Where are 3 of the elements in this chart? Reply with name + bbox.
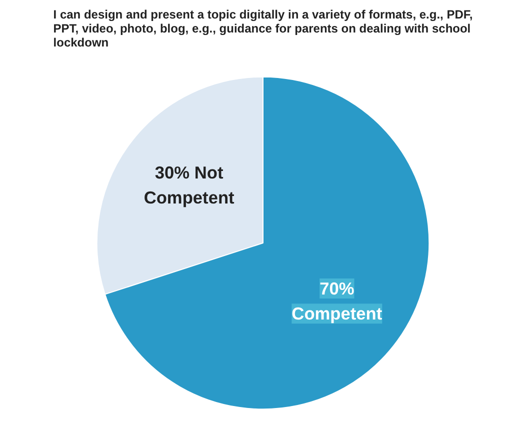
slice-label: 70% Competent <box>292 278 382 324</box>
chart-title: I can design and present a topic digitally in a variety of formats, e.g., PDF, PPT, video, photo, blog, e.g., guidance for parents on dealing with school lockdown <box>53 8 473 50</box>
slice-label: 30% Not Competent <box>144 162 235 208</box>
